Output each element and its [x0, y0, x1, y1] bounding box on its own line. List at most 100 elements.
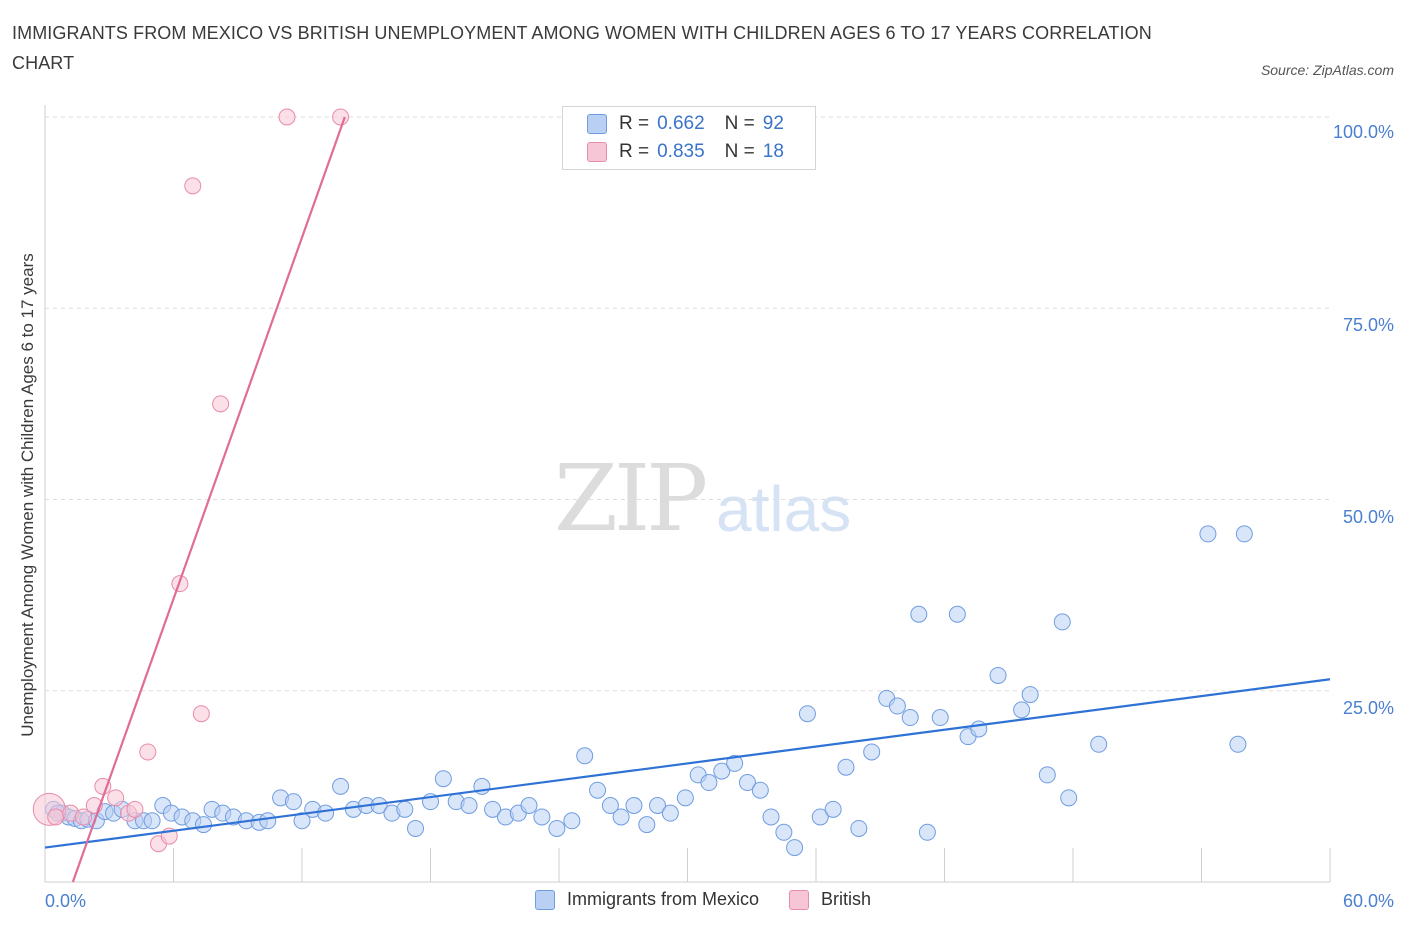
mexico-point: [484, 800, 502, 818]
mexico-point: [888, 697, 906, 715]
series-legend: Immigrants from Mexico British: [0, 889, 1406, 910]
british-point: [75, 808, 93, 826]
mexico-point: [1013, 701, 1031, 719]
n-label: N =: [724, 113, 755, 134]
british-point: [47, 808, 65, 826]
legend-item-british[interactable]: British: [789, 889, 871, 910]
legend-swatch-british: [587, 142, 607, 162]
mexico-point: [284, 793, 302, 811]
legend-row-british: R = 0.835 N = 18: [587, 140, 784, 164]
mexico-point: [194, 816, 212, 834]
mexico-point: [948, 605, 966, 623]
n-label: N =: [724, 141, 755, 162]
watermark-atlas: atlas: [716, 473, 852, 545]
r-value: 0.835: [657, 141, 705, 162]
mexico-point: [332, 777, 350, 795]
mexico-point: [1021, 686, 1039, 704]
mexico-point: [798, 705, 816, 723]
mexico-point: [625, 797, 643, 814]
r-value: 0.662: [657, 113, 705, 134]
y-tick-label: 75.0%: [1342, 315, 1394, 335]
x-tick-label: 60.0%: [1342, 891, 1394, 911]
legend-swatch-mexico: [587, 114, 607, 134]
mexico-point: [910, 605, 928, 623]
mexico-point: [293, 812, 311, 830]
legend-swatch-british: [789, 889, 810, 910]
mexico-point: [661, 804, 679, 822]
mexico-point: [751, 781, 769, 799]
mexico-point: [726, 754, 744, 772]
mexico-point: [1053, 613, 1071, 631]
british-point: [184, 177, 202, 195]
mexico-point: [143, 812, 161, 830]
mexico-point: [850, 819, 868, 837]
mexico-point: [811, 808, 829, 826]
mexico-point: [863, 743, 881, 761]
mexico-point: [1235, 525, 1253, 543]
legend-label-british: British: [821, 889, 872, 909]
british-point: [212, 395, 230, 413]
y-tick-label: 50.0%: [1342, 507, 1394, 527]
mexico-point: [1199, 525, 1217, 543]
mexico-point: [824, 800, 842, 818]
british-point: [139, 743, 157, 761]
legend-label-mexico: Immigrants from Mexico: [566, 889, 760, 909]
mexico-point: [533, 808, 551, 826]
r-label: R =: [619, 113, 650, 134]
mexico-point: [762, 808, 780, 826]
chart-title: IMMIGRANTS FROM MEXICO VS BRITISH UNEMPL…: [12, 23, 1152, 73]
correlation-legend: R = 0.662 N = 92 R = 0.835 N = 18: [562, 106, 816, 170]
source-label: Source: ZipAtlas.com: [1260, 62, 1394, 78]
british-trend-line: [71, 116, 346, 883]
mexico-point: [786, 839, 804, 857]
mexico-point: [638, 816, 656, 834]
mexico-point: [576, 747, 594, 765]
legend-row-mexico: R = 0.662 N = 92: [587, 112, 784, 136]
mexico-point: [700, 774, 718, 792]
mexico-point: [396, 800, 414, 818]
mexico-point: [259, 812, 277, 830]
mexico-point: [563, 812, 581, 830]
british-point: [94, 777, 112, 795]
r-label: R =: [619, 141, 650, 162]
mexico-point: [520, 797, 538, 814]
british-point: [278, 108, 296, 126]
mexico-point: [589, 781, 607, 799]
british-point: [192, 705, 210, 723]
british-point: [332, 108, 350, 126]
y-axis-label: Unemployment Among Women with Children A…: [18, 253, 37, 737]
y-tick-label: 25.0%: [1342, 698, 1394, 718]
x-tick-label: 0.0%: [45, 891, 87, 911]
mexico-point: [931, 709, 949, 727]
mexico-point: [918, 823, 936, 841]
mexico-point: [1229, 735, 1247, 753]
mexico-point: [434, 770, 452, 788]
legend-item-mexico[interactable]: Immigrants from Mexico: [534, 889, 760, 910]
mexico-point: [407, 819, 425, 837]
mexico-point: [837, 758, 855, 776]
mexico-point: [548, 819, 566, 837]
legend-swatch-mexico: [534, 889, 555, 910]
british-point: [126, 800, 144, 818]
mexico-point: [649, 797, 667, 814]
mexico-point: [901, 709, 919, 727]
british-point: [107, 789, 125, 807]
mexico-trend-line: [44, 678, 1331, 849]
mexico-point: [738, 774, 756, 792]
mexico-point: [460, 797, 478, 814]
mexico-point: [775, 823, 793, 841]
mexico-point: [1090, 735, 1108, 753]
mexico-point: [989, 666, 1007, 684]
mexico-point: [1060, 789, 1078, 807]
y-tick-label: 100.0%: [1332, 122, 1394, 142]
mexico-point: [1038, 766, 1056, 784]
watermark-zip: ZIP: [554, 445, 708, 552]
mexico-point: [612, 808, 630, 826]
n-value: 92: [762, 113, 784, 134]
mexico-point: [713, 762, 731, 780]
mexico-point: [970, 720, 988, 738]
n-value: 18: [762, 141, 784, 162]
mexico-point: [601, 797, 619, 814]
mexico-point: [317, 804, 335, 822]
mexico-point: [676, 789, 694, 807]
